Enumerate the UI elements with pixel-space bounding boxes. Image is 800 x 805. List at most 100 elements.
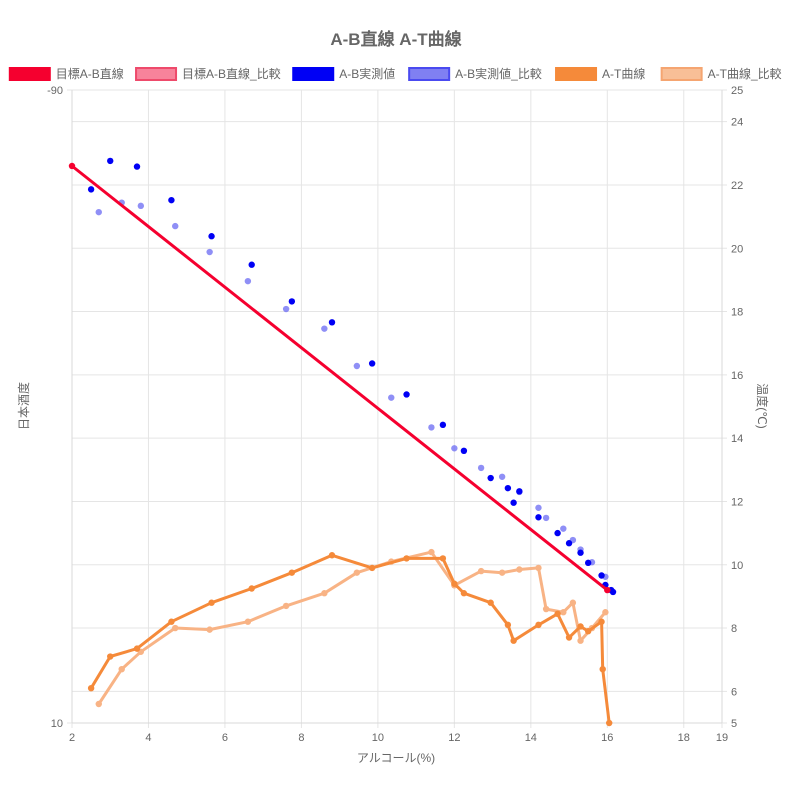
series-1-point — [288, 298, 296, 305]
legend: 目標A-B直線 目標A-B直線_比較 A-B実測値 A-B実測値_比較 A-T曲線 A-T… — [8, 66, 782, 81]
series-2-point — [535, 504, 542, 511]
series-4-point — [95, 700, 102, 708]
series-3-point — [133, 645, 141, 652]
series-3-point — [168, 618, 175, 625]
series-0-point — [68, 162, 76, 170]
legend-item-1: 目標A-B直線_比較 — [135, 66, 281, 81]
y-axis-right-label: 温度(℃) — [755, 383, 770, 428]
series-1-point — [133, 163, 141, 170]
series-4-point — [206, 626, 213, 633]
series-2-point — [388, 394, 395, 401]
y-right-tick-label: 16 — [731, 370, 743, 382]
series-layer — [68, 157, 617, 727]
series-3-point — [248, 585, 255, 592]
series-4-point — [353, 569, 361, 576]
legend-label: A-T曲線 — [602, 66, 645, 81]
series-1-point — [598, 572, 605, 579]
legend-swatch — [8, 67, 51, 81]
series-1-point — [368, 360, 376, 367]
series-1-point — [439, 421, 447, 429]
series-3-point — [460, 590, 468, 597]
x-tick-label: 19 — [716, 732, 728, 744]
series-0 — [68, 162, 611, 594]
series-4-point — [602, 609, 609, 616]
series-4-point — [282, 602, 290, 610]
legend-label: A-T曲線_比較 — [708, 66, 782, 81]
series-4-point — [560, 609, 567, 616]
series-3-point — [451, 580, 458, 587]
x-tick-label: 14 — [525, 732, 537, 744]
chart-title: A-B直線 A-T曲線 — [330, 29, 461, 49]
series-0-point — [604, 586, 611, 594]
x-tick-label: 18 — [678, 732, 690, 744]
y-axis-left-label: 日本酒度 — [16, 382, 31, 430]
y-left-tick-label: -90 — [47, 85, 63, 97]
series-4-point — [577, 637, 584, 644]
series-3-point — [577, 623, 584, 630]
series-3-point — [403, 555, 410, 562]
legend-item-5: A-T曲線_比較 — [660, 66, 782, 81]
series-3-point — [288, 569, 296, 576]
y-right-tick-label: 10 — [731, 560, 743, 572]
y-right-tick-label: 22 — [731, 180, 743, 192]
series-1-point — [504, 484, 512, 492]
series-2-point — [172, 222, 179, 230]
series-3-point — [554, 610, 561, 618]
series-1-point — [565, 540, 573, 547]
series-4-point — [516, 566, 523, 573]
series-1-point — [328, 319, 336, 326]
x-tick-label: 6 — [222, 732, 228, 744]
legend-item-3: A-B実測値_比較 — [408, 66, 542, 81]
series-3-point — [599, 665, 606, 673]
series-1-point — [510, 499, 517, 506]
series-1-point — [403, 391, 410, 398]
series-4-point — [244, 618, 252, 625]
series-3-point — [565, 634, 573, 641]
series-3-point — [107, 653, 114, 660]
legend-item-2: A-B実測値 — [292, 66, 395, 81]
y-right-tick-label: 18 — [731, 307, 743, 319]
series-3-point — [208, 599, 215, 606]
series-3-point — [535, 621, 542, 629]
legend-label: A-B実測値 — [339, 66, 395, 81]
x-axis-label: アルコール(%) — [357, 751, 435, 765]
series-2-point — [137, 202, 145, 210]
series-1-point — [248, 261, 255, 268]
legend-item-0: 目標A-B直線 — [8, 66, 124, 81]
series-3-point — [368, 564, 376, 572]
series-3-point — [510, 637, 517, 644]
series-0-line — [71, 164, 609, 592]
series-3-line — [89, 553, 611, 724]
series-4-point — [428, 548, 435, 556]
series-2-point — [206, 248, 213, 256]
x-tick-label: 12 — [448, 732, 460, 744]
series-1-point — [609, 588, 617, 596]
series-3-point — [584, 628, 592, 635]
series-4-point — [498, 569, 506, 576]
series-2-point — [282, 305, 290, 313]
series-3-point — [606, 719, 613, 727]
y-left-tick-label: 10 — [51, 718, 63, 730]
y-right-tick-label: 24 — [731, 117, 743, 129]
series-1-point — [516, 488, 523, 495]
series-4-point — [172, 624, 179, 632]
series-2-point — [477, 464, 485, 472]
series-3-point — [598, 618, 605, 625]
legend-swatch — [408, 67, 451, 81]
series-1-point — [535, 514, 542, 521]
x-tick-label: 8 — [298, 732, 304, 744]
y-right-tick-label: 6 — [731, 686, 737, 698]
series-4-point — [569, 599, 577, 606]
series-3-point — [87, 684, 95, 692]
series-1-point — [584, 559, 592, 567]
series-2-point — [542, 514, 550, 522]
series-4-point — [321, 590, 328, 597]
legend-label: A-B実測値_比較 — [455, 66, 542, 81]
series-1-point — [107, 157, 114, 165]
series-4-point — [118, 665, 125, 673]
x-tick-label: 4 — [145, 732, 151, 744]
legend-swatch — [135, 67, 178, 81]
series-4 — [95, 548, 609, 708]
